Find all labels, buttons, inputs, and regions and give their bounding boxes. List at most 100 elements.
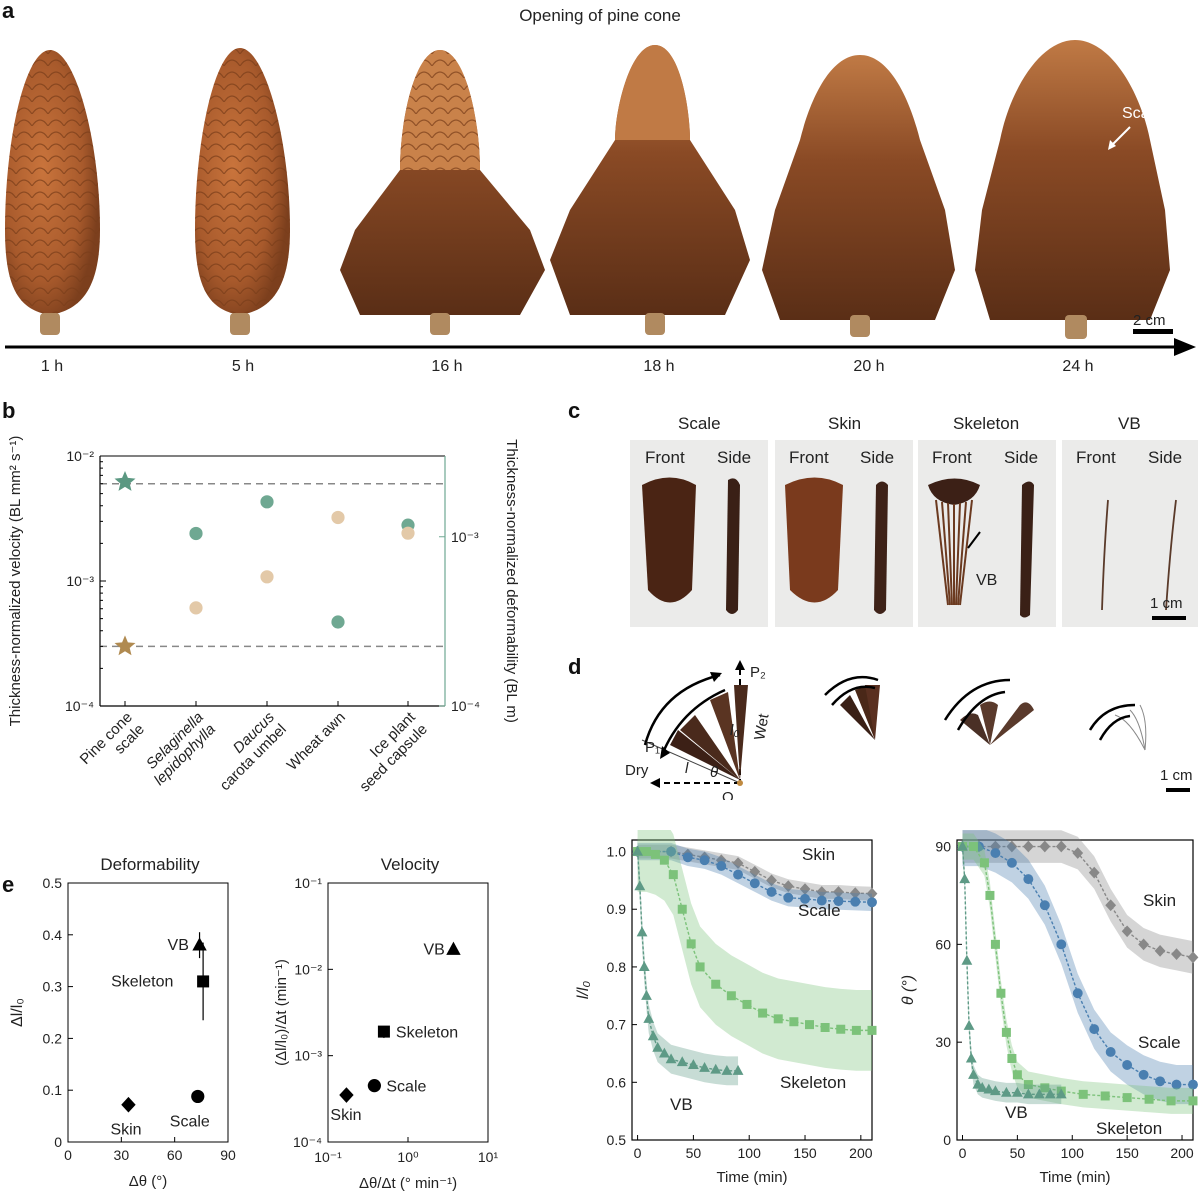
x-tick-label: 150 <box>793 1145 817 1161</box>
group-title-skeleton: Skeleton <box>953 414 1020 433</box>
panel-a-label: a <box>2 0 15 23</box>
e1-point-label: Skeleton <box>111 973 173 990</box>
skin-side-specimen <box>874 481 888 614</box>
cone-20h <box>762 55 955 337</box>
scale-front-label: Front <box>645 448 685 467</box>
point-scale <box>733 869 743 880</box>
point-skeleton <box>836 1024 846 1034</box>
e2-point-skin <box>339 1087 354 1103</box>
point-skin <box>1055 840 1067 853</box>
e1-y-tick-label: 0.5 <box>43 875 63 891</box>
point-scale <box>1072 988 1083 999</box>
label-wet: Wet <box>751 712 772 742</box>
x-tick-label: 50 <box>686 1145 702 1161</box>
y-tick-label: 1.0 <box>607 844 627 860</box>
point-scale <box>1105 1047 1116 1057</box>
skin-bending-schematic <box>824 675 880 740</box>
point-vb <box>963 1020 975 1030</box>
scale-bar-1cm <box>1152 616 1186 620</box>
point-vb <box>643 1012 655 1023</box>
skin-side-label: Side <box>860 448 895 467</box>
point-vb <box>1022 1088 1034 1099</box>
vb-annotation: VB <box>976 572 998 589</box>
b-deformability-point <box>331 510 345 525</box>
point-vb <box>647 1030 659 1041</box>
cone-24h <box>975 40 1170 339</box>
panel-e-label: e <box>2 872 15 897</box>
hour-4: 18 h <box>643 358 675 375</box>
point-vb <box>965 1052 977 1063</box>
e1-point-vb <box>192 937 207 951</box>
b-deformability-star <box>114 635 136 656</box>
y-tick-label: 0.5 <box>607 1132 627 1148</box>
e2-point-vb <box>446 941 461 955</box>
point-scale <box>682 852 693 863</box>
point-skeleton <box>650 849 660 859</box>
point-skeleton <box>711 979 721 989</box>
point-vb <box>710 1063 722 1074</box>
band-skeleton <box>637 830 872 1071</box>
y-tick-label: 0.7 <box>607 1017 627 1033</box>
point-scale <box>1056 939 1067 950</box>
point-vb <box>721 1064 733 1075</box>
cone-1h <box>5 50 100 335</box>
e1-x-tick-label: 90 <box>220 1147 236 1163</box>
series-label-skeleton: Skeleton <box>780 1073 846 1092</box>
hour-2: 5 h <box>231 358 255 375</box>
point-scale <box>1171 1079 1182 1090</box>
x-tick-label: 200 <box>849 1145 873 1161</box>
e2-y-tick-label: 10⁻⁴ <box>293 1134 322 1150</box>
vb-bending-schematic <box>1088 703 1190 792</box>
panel-b-label: b <box>2 398 16 423</box>
point-vb <box>990 1085 1001 1096</box>
point-vb <box>968 1068 979 1079</box>
point-skin <box>1006 840 1018 853</box>
y-axis-label: l/l₀ <box>575 981 592 1000</box>
line-skeleton <box>962 845 1193 1102</box>
label-o: O <box>722 789 734 800</box>
panel-a-title: Opening of pine cone <box>519 6 681 25</box>
panel-d-scale-bar-label: 1 cm <box>1160 767 1193 784</box>
group-title-skin: Skin <box>828 414 862 433</box>
point-skeleton <box>695 962 705 972</box>
y-axis-label: θ (°) <box>900 975 917 1005</box>
hour-3: 16 h <box>431 358 463 375</box>
panel-c-label: c <box>568 398 581 423</box>
bending-schematic <box>641 660 748 788</box>
panel-e-velocity-chart: 10⁻¹ 10⁰ 10¹ 10⁻⁴ 10⁻³ 10⁻² 10⁻¹ Δθ/Δt (° min⁻¹… <box>273 875 498 1192</box>
plot-frame <box>631 839 873 1141</box>
group-title-vb: VB <box>1118 414 1141 433</box>
point-skeleton <box>668 870 678 880</box>
point-scale <box>1023 874 1034 885</box>
point-skeleton <box>990 939 1000 949</box>
point-skeleton <box>1122 1093 1132 1103</box>
point-vb <box>957 840 968 851</box>
point-skeleton <box>1144 1094 1154 1104</box>
point-scale <box>783 892 794 903</box>
panel-d-label: d <box>568 654 582 679</box>
e2-y-tick-label: 10⁻² <box>294 961 322 977</box>
hour-1: 1 h <box>40 358 64 375</box>
point-vb <box>1011 1086 1023 1097</box>
e1-y-tick-label: 0.3 <box>43 979 63 995</box>
time-axis-arrowhead <box>1174 338 1196 356</box>
point-skin <box>766 874 777 887</box>
point-scale <box>990 848 1001 858</box>
e2-x-tick-label: 10⁻¹ <box>314 1149 342 1165</box>
b-velocity-point <box>189 526 203 541</box>
b-category-label: Wheat awn <box>284 709 349 774</box>
scale-annotation: Scale <box>1122 105 1163 122</box>
point-skeleton <box>804 1020 814 1030</box>
point-vb <box>959 873 971 884</box>
e2-point-label: VB <box>423 941 444 958</box>
label-p2: P₂ <box>750 664 766 681</box>
x-tick-label: 200 <box>1170 1145 1194 1161</box>
point-skeleton <box>1100 1091 1110 1101</box>
e1-point-label: Skin <box>110 1122 141 1139</box>
point-skin <box>749 865 761 878</box>
series-label-skin: Skin <box>802 845 835 864</box>
series-label-skeleton: Skeleton <box>1096 1119 1162 1138</box>
label-l0: l₀ <box>730 722 740 739</box>
point-skeleton <box>659 855 669 865</box>
